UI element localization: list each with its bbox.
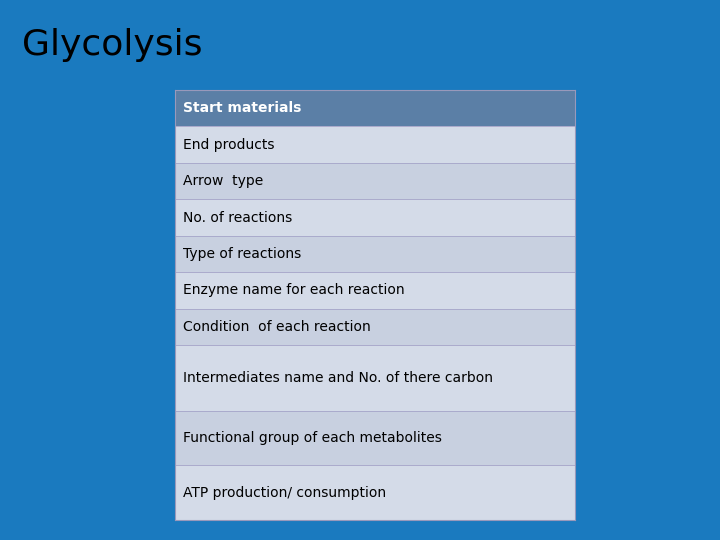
Text: Intermediates name and No. of there carbon: Intermediates name and No. of there carb…: [183, 371, 493, 385]
Bar: [175, 272, 575, 309]
Bar: [175, 465, 575, 520]
Bar: [175, 309, 575, 345]
Text: End products: End products: [183, 138, 274, 152]
Bar: [175, 163, 575, 199]
Text: No. of reactions: No. of reactions: [183, 211, 292, 225]
Bar: [175, 90, 575, 126]
Bar: [175, 199, 575, 236]
Text: Functional group of each metabolites: Functional group of each metabolites: [183, 431, 442, 445]
Bar: [175, 345, 575, 411]
Text: ATP production/ consumption: ATP production/ consumption: [183, 485, 386, 500]
Text: Type of reactions: Type of reactions: [183, 247, 301, 261]
Text: Condition  of each reaction: Condition of each reaction: [183, 320, 371, 334]
Text: Arrow  type: Arrow type: [183, 174, 264, 188]
Bar: [175, 126, 575, 163]
Text: Glycolysis: Glycolysis: [22, 28, 202, 62]
Bar: [175, 236, 575, 272]
Bar: [175, 411, 575, 465]
Text: Start materials: Start materials: [183, 101, 302, 115]
Text: Enzyme name for each reaction: Enzyme name for each reaction: [183, 284, 405, 298]
